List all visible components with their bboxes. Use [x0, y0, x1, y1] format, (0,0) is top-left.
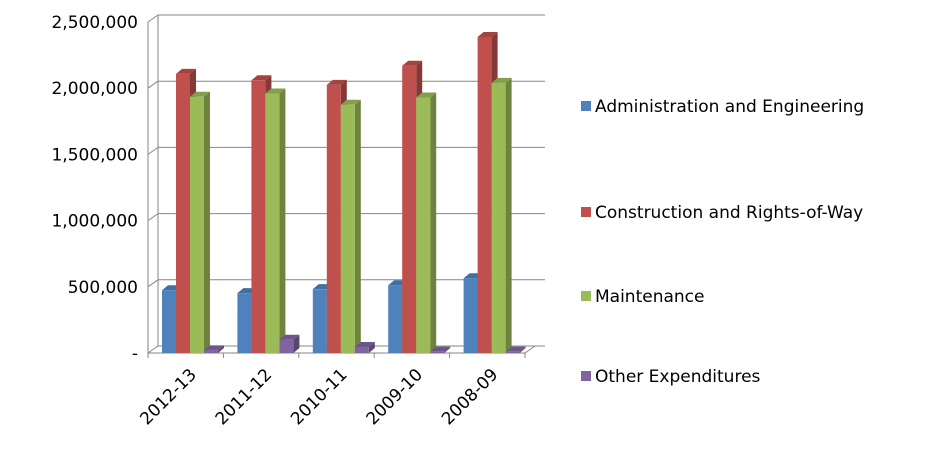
- bar: [416, 97, 431, 353]
- grid-diag: [147, 14, 159, 23]
- bar-top: [265, 88, 286, 94]
- legend-swatch: [581, 101, 591, 111]
- bar-top: [279, 334, 300, 340]
- grid-diag: [147, 213, 159, 222]
- bar: [265, 93, 280, 353]
- floor-right: [524, 345, 536, 354]
- legend-label: Maintenance: [595, 287, 704, 307]
- bar-side: [293, 334, 300, 353]
- bar-side: [204, 91, 210, 353]
- bar-top: [176, 68, 196, 74]
- x-tick-label: 2011-12: [212, 365, 276, 429]
- bar: [251, 80, 266, 354]
- bar: [477, 36, 492, 353]
- y-tick-label: 2,500,000: [51, 13, 138, 33]
- bar-side: [430, 92, 437, 353]
- bar-side: [279, 88, 286, 353]
- bar-top: [491, 77, 512, 83]
- legend-label: Administration and Engineering: [595, 97, 864, 117]
- legend-swatch: [581, 207, 591, 217]
- y-tick-label: 1,000,000: [51, 212, 138, 232]
- bar-top: [402, 60, 423, 66]
- bar: [505, 351, 520, 353]
- bar-side: [368, 342, 375, 353]
- y-tick-label: -: [132, 344, 138, 364]
- legend-label: Construction and Rights-of-Way: [595, 203, 863, 223]
- bar-top: [204, 345, 224, 351]
- bar-side: [444, 346, 451, 353]
- bar: [162, 290, 176, 353]
- y-tick-label: 2,000,000: [51, 79, 138, 99]
- bar: [402, 65, 417, 353]
- y-tick-label: 1,500,000: [51, 145, 138, 165]
- grid-diag: [147, 279, 159, 288]
- bar: [312, 289, 327, 353]
- x-tick-label: 2009-10: [363, 365, 427, 429]
- bar: [204, 350, 218, 353]
- bar-top: [416, 92, 437, 98]
- bar-top: [251, 75, 272, 81]
- bar: [279, 339, 294, 353]
- grid-diag: [147, 345, 159, 354]
- bar: [326, 84, 341, 353]
- y-tick-label: 500,000: [68, 278, 138, 298]
- bar-side: [519, 346, 526, 353]
- grid-diag: [147, 146, 159, 155]
- x-tick-label: 2010-11: [287, 365, 351, 429]
- bar-side: [218, 345, 224, 353]
- bar: [491, 82, 506, 354]
- bar-top: [190, 91, 210, 97]
- bar: [176, 73, 190, 353]
- bar-side: [354, 99, 361, 353]
- bar: [430, 351, 445, 353]
- grid-diag: [147, 80, 159, 89]
- bar-top: [326, 79, 347, 85]
- bar-top: [477, 31, 498, 37]
- x-tick-label: 2012-13: [136, 365, 200, 429]
- bar: [463, 278, 478, 353]
- bar-top: [354, 342, 375, 348]
- legend-swatch: [581, 291, 591, 301]
- legend-label: Other Expenditures: [595, 367, 761, 387]
- bar: [354, 347, 369, 353]
- bar: [237, 293, 252, 353]
- bar: [190, 96, 204, 353]
- bar-top: [505, 346, 526, 352]
- bar-top: [340, 99, 361, 105]
- x-tick-label: 2008-09: [438, 365, 502, 429]
- legend-swatch: [581, 371, 591, 381]
- bar: [340, 104, 355, 353]
- bar-top: [430, 346, 451, 352]
- bar-side: [505, 77, 512, 354]
- bar: [388, 285, 403, 353]
